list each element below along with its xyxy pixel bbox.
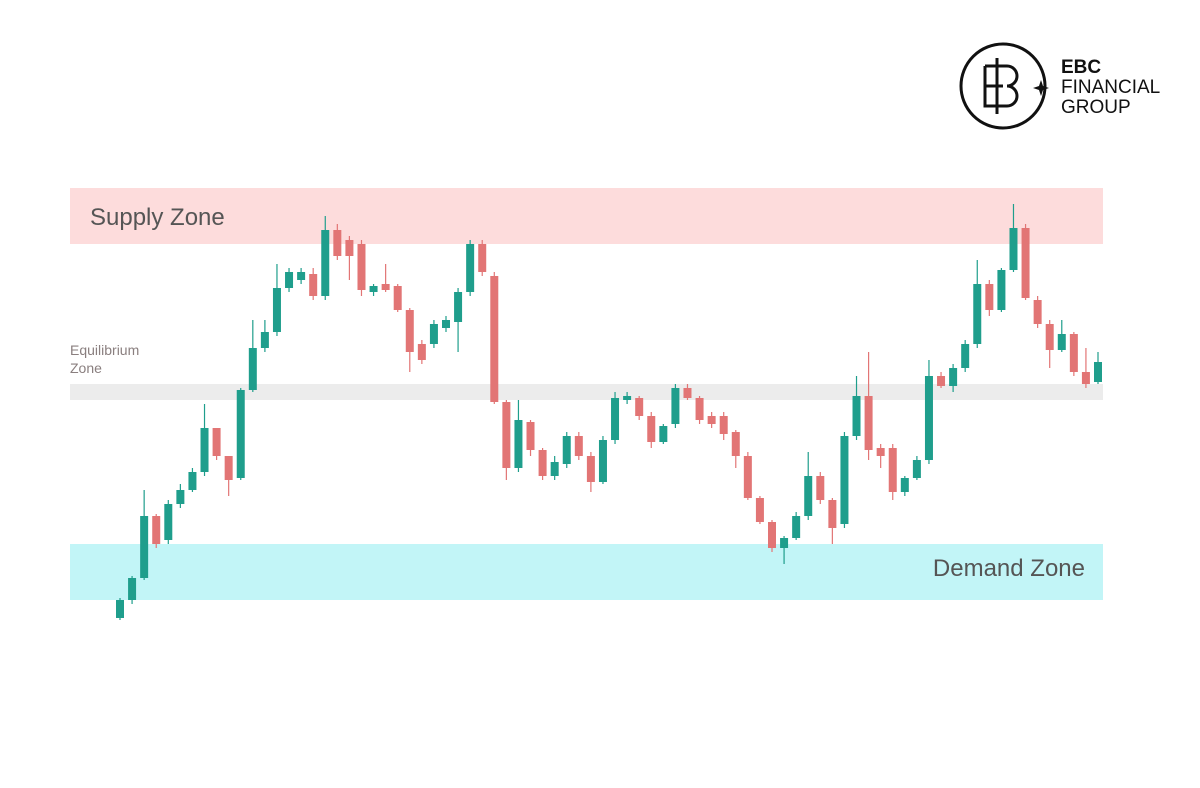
zone-label: Demand Zone <box>932 555 1085 582</box>
candle-body <box>188 472 197 490</box>
candle-body <box>768 522 776 548</box>
candle-body <box>1009 228 1018 270</box>
candle-body <box>490 276 499 402</box>
candle-body <box>997 270 1006 310</box>
candle-body <box>224 456 233 480</box>
zone-label: Supply Zone <box>90 204 225 231</box>
logo-text: EBC <box>1061 57 1102 78</box>
candle-body <box>973 284 982 344</box>
candle-body <box>272 288 281 332</box>
candle-body <box>550 462 559 476</box>
candle-body <box>429 324 438 344</box>
candle-body <box>876 448 885 456</box>
candle-body <box>623 396 632 400</box>
candle-body <box>804 476 813 516</box>
candle-body <box>707 416 716 424</box>
candle-body <box>260 332 269 348</box>
candle-body <box>985 284 994 310</box>
logo-star <box>1033 80 1049 96</box>
candle-body <box>1094 362 1102 382</box>
candle-body <box>937 376 946 386</box>
candle-body <box>200 428 209 472</box>
candle-body <box>466 244 475 292</box>
candle-body <box>140 516 149 578</box>
candle-body <box>852 396 861 436</box>
candle-body <box>1045 324 1054 350</box>
candle-body <box>1033 300 1042 324</box>
logo-icon <box>959 42 1047 130</box>
candle-body <box>924 376 933 460</box>
zones <box>70 188 1103 600</box>
logo-text: FINANCIAL <box>1061 77 1161 98</box>
candle-body <box>212 428 221 456</box>
candle-body <box>381 284 390 290</box>
candle-body <box>912 460 921 478</box>
candle-body <box>357 244 366 290</box>
candle-body <box>405 310 414 352</box>
candle-body <box>526 422 535 450</box>
zone <box>70 188 1103 244</box>
logo-text: GROUP <box>1061 97 1131 118</box>
candle-body <box>961 344 970 368</box>
candle-body <box>671 388 680 424</box>
candle-body <box>611 398 620 440</box>
candle-body <box>417 344 426 360</box>
zone <box>70 384 1103 400</box>
candle-body <box>900 478 909 492</box>
candle-body <box>309 274 318 296</box>
candle-body <box>538 450 547 476</box>
candle-body <box>393 286 402 310</box>
candle-body <box>176 490 185 504</box>
candle-body <box>236 390 245 478</box>
candle-body <box>369 286 378 292</box>
candle-body <box>731 432 740 456</box>
candle-body <box>659 426 668 442</box>
candle-body <box>1081 372 1090 384</box>
candle-body <box>780 538 789 548</box>
candle-body <box>1069 334 1078 372</box>
candle-body <box>562 436 571 464</box>
candle-body <box>719 416 728 434</box>
candle-body <box>514 420 523 468</box>
candle-body <box>949 368 958 386</box>
candle-body <box>164 504 173 540</box>
candle-body <box>647 416 656 442</box>
candle-body <box>128 578 137 600</box>
candle-body <box>816 476 825 500</box>
candle-body <box>598 440 607 482</box>
candle-body <box>285 272 294 288</box>
candle-body <box>586 456 595 482</box>
candle-body <box>1057 334 1066 350</box>
candle-body <box>502 402 511 468</box>
candle-body <box>478 244 487 272</box>
candle-body <box>743 456 752 498</box>
zone-label: Equilibrium Zone <box>70 342 140 376</box>
candle-body <box>695 398 704 420</box>
candle-body <box>864 396 873 450</box>
candle-body <box>1021 228 1030 298</box>
candle-body <box>116 600 124 618</box>
candle-body <box>828 500 837 528</box>
candle-body <box>635 398 644 416</box>
candle-body <box>248 348 257 390</box>
candle-body <box>574 436 583 456</box>
candle-body <box>345 240 354 256</box>
candle-body <box>792 516 801 538</box>
candle-body <box>454 292 463 322</box>
candle-body <box>683 388 692 398</box>
candle-body <box>152 516 161 544</box>
candle-body <box>888 448 897 492</box>
zone <box>70 544 1103 600</box>
candle-body <box>840 436 849 524</box>
candle-body <box>442 320 450 328</box>
candle-body <box>321 230 330 296</box>
candle-body <box>297 272 306 280</box>
candle-body <box>333 230 342 256</box>
candle-body <box>755 498 764 522</box>
